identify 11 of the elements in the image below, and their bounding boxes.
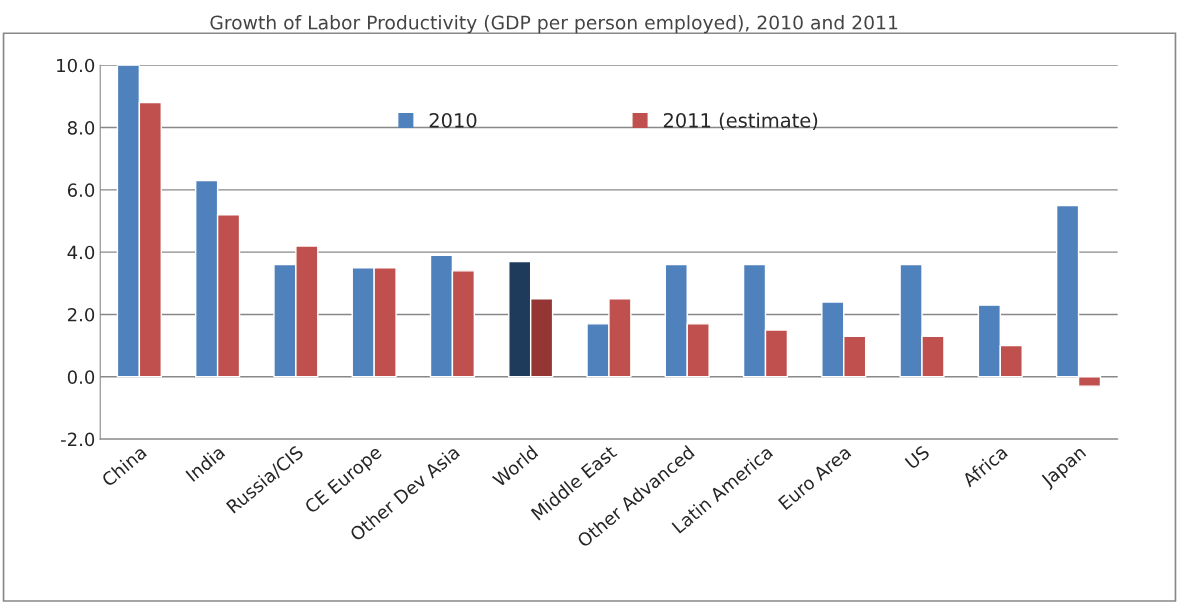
legend-label: 2011 (estimate) — [663, 112, 818, 130]
y-tick-label: 2.0 — [67, 307, 95, 322]
y-tick-label: 0.0 — [67, 370, 95, 384]
y-tick-label: 4.0 — [67, 245, 95, 260]
y-tick-label: -2.0 — [61, 432, 95, 447]
y-tick-label: 6.0 — [67, 183, 95, 197]
y-tick-label: 10.0 — [57, 58, 95, 73]
chart-title: Growth of Labor Productivity (GDP per person employed), 2010 and 2011 — [210, 15, 898, 34]
legend-label: 2010 — [429, 112, 477, 128]
x-tick-label: US — [904, 444, 931, 470]
y-tick-label: 8.0 — [67, 121, 95, 135]
